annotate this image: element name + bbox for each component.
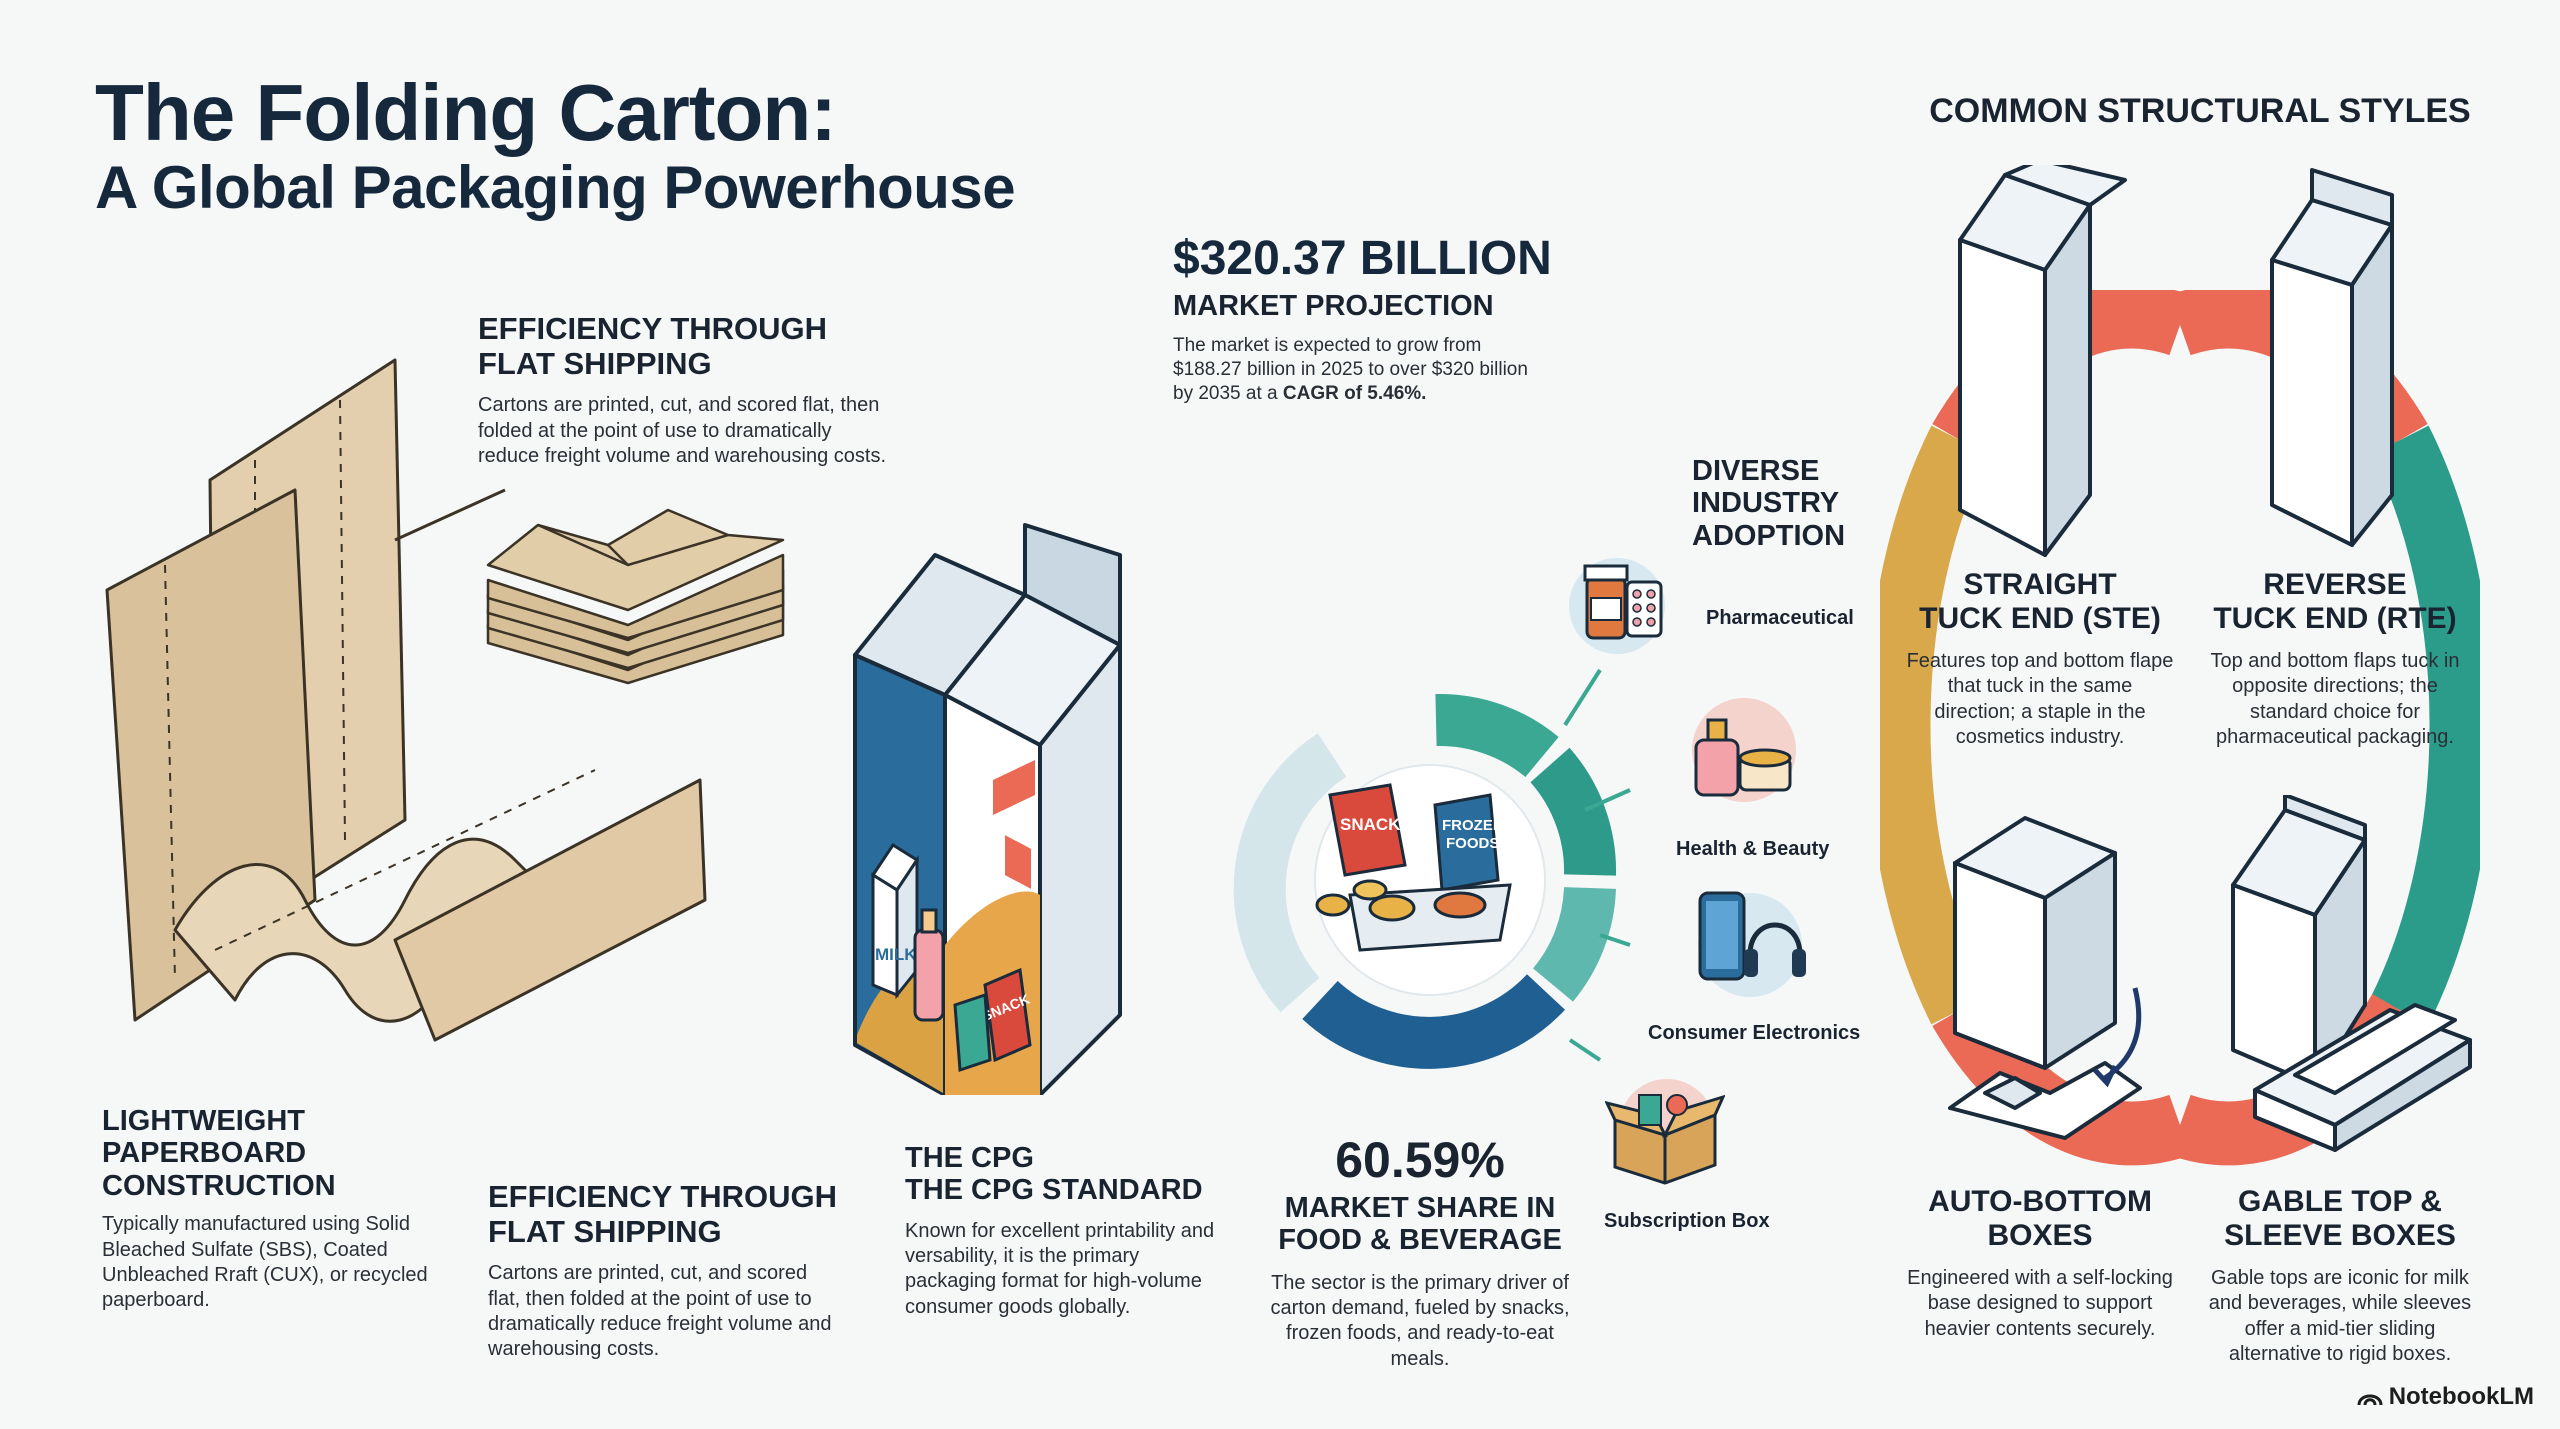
cpg-block: THE CPG THE CPG STANDARD Known for excel… — [905, 1142, 1225, 1320]
frozen-label-2: FOODS — [1446, 835, 1499, 852]
style-auto-bottom-name-1: AUTO-BOTTOM — [1928, 1185, 2152, 1218]
flat-shipping-top: EFFICIENCY THROUGH FLAT SHIPPING Cartons… — [478, 311, 898, 469]
lightweight-heading-1: LIGHTWEIGHT — [102, 1105, 305, 1137]
title-line-2: A Global Packaging Powerhouse — [95, 154, 1016, 222]
carton-illustration: MILK SNACK — [853, 523, 1122, 1095]
style-rte-text: Top and bottom flaps tuck in opposite di… — [2210, 650, 2460, 748]
market-share-block: 60.59% MARKET SHARE IN FOOD & BEVERAGE T… — [1270, 1132, 1570, 1372]
flat-shipping-bottom-heading-1: EFFICIENCY THROUGH — [488, 1179, 838, 1214]
industry-item-subscription-box: Subscription Box — [1604, 1210, 1770, 1232]
style-ste-name-1: STRAIGHT — [1963, 568, 2117, 601]
flat-shipping-bottom-heading-2: FLAT SHIPPING — [488, 1213, 722, 1249]
style-gable-name-1: GABLE TOP & — [2238, 1185, 2442, 1218]
style-rte-name-2: TUCK END (RTE) — [2213, 601, 2457, 635]
style-card-rte: REVERSE TUCK END (RTE) Top and bottom fl… — [2195, 568, 2475, 750]
flat-carton-stack — [486, 508, 785, 685]
cpg-heading-2: THE CPG STANDARD — [905, 1174, 1203, 1207]
style-card-gable: GABLE TOP & SLEEVE BOXES Gable tops are … — [2200, 1185, 2480, 1367]
pill-bottle-icon — [1569, 558, 1665, 654]
styles-heading: COMMON STRUCTURAL STYLES — [1929, 92, 2471, 130]
cpg-heading-1: THE CPG — [905, 1142, 1034, 1174]
flat-shipping-bottom-text: Cartons are printed, cut, and scored fla… — [488, 1262, 832, 1360]
brand-name: NotebookLM — [2388, 1383, 2534, 1410]
flat-shipping-top-heading-2: FLAT SHIPPING — [478, 345, 712, 381]
industry-donut: SNACKS FROZEN FOODS — [1233, 668, 1631, 1069]
market-share-label-1: MARKET SHARE IN — [1284, 1192, 1556, 1224]
perfume-icon — [1692, 698, 1796, 802]
lightweight-block: LIGHTWEIGHT PAPERBOARD CONSTRUCTION Typi… — [102, 1105, 432, 1313]
notebooklm-icon — [2357, 1394, 2383, 1406]
industry-heading-3: ADOPTION — [1692, 519, 1846, 552]
paperboard-illustration — [105, 358, 707, 1042]
page-title: The Folding Carton: A Global Packaging P… — [95, 68, 1016, 222]
market-share-text: The sector is the primary driver of cart… — [1270, 1271, 1570, 1370]
industry-item-consumer-electronics: Consumer Electronics — [1648, 1022, 1861, 1044]
style-gable-text: Gable tops are iconic for milk and bever… — [2208, 1267, 2472, 1365]
title-line-1: The Folding Carton: — [95, 68, 837, 157]
industry-item-pharmaceutical: Pharmaceutical — [1706, 607, 1854, 629]
market-text: The market is expected to grow from $188… — [1173, 335, 1528, 405]
market-label: MARKET PROJECTION — [1173, 289, 1494, 322]
straight-tuck-end-carton — [1958, 165, 2127, 557]
style-auto-bottom-name-2: BOXES — [1987, 1218, 2093, 1252]
cpg-text: Known for excellent printability and ver… — [905, 1219, 1215, 1318]
milk-label: MILK — [875, 945, 917, 964]
market-share-value: 60.59% — [1335, 1132, 1505, 1188]
industry-heading-1: DIVERSE — [1692, 455, 1820, 487]
industry-item-health-beauty: Health & Beauty — [1676, 838, 1830, 860]
style-ste-name-2: TUCK END (STE) — [1919, 601, 2161, 635]
flat-shipping-bottom: EFFICIENCY THROUGH FLAT SHIPPING Cartons… — [488, 1179, 838, 1362]
style-ste-text: Features top and bottom flape that tuck … — [1906, 650, 2174, 748]
lightweight-text: Typically manufactured using Solid Bleac… — [102, 1213, 428, 1311]
style-auto-bottom-text: Engineered with a self-locking base desi… — [1907, 1267, 2173, 1340]
snacks-label: SNACKS — [1340, 815, 1412, 834]
market-value: $320.37 BILLION — [1173, 232, 1552, 285]
style-rte-name-1: REVERSE — [2263, 568, 2407, 601]
market-share-label-2: FOOD & BEVERAGE — [1278, 1224, 1562, 1257]
market-cagr: CAGR of 5.46%. — [1282, 383, 1427, 405]
style-card-auto-bottom: AUTO-BOTTOM BOXES Engineered with a self… — [1905, 1185, 2175, 1342]
brand-logo: NotebookLM — [2357, 1383, 2534, 1411]
style-card-ste: STRAIGHT TUCK END (STE) Features top and… — [1905, 568, 2175, 750]
industry-heading: DIVERSE INDUSTRY ADOPTION — [1692, 455, 1845, 552]
frozen-label-1: FROZEN — [1442, 817, 1504, 834]
style-gable-name-2: SLEEVE BOXES — [2224, 1218, 2456, 1252]
lightweight-heading-2: PAPERBOARD — [102, 1137, 307, 1170]
market-projection: $320.37 BILLION MARKET PROJECTION The ma… — [1173, 232, 1553, 406]
industry-heading-2: INDUSTRY — [1692, 487, 1840, 520]
auto-bottom-box — [1948, 816, 2142, 1140]
phone-headphones-icon — [1698, 891, 1806, 997]
reverse-tuck-end-carton — [2270, 168, 2394, 547]
subscription-box-icon — [1605, 1079, 1725, 1185]
flat-shipping-top-text: Cartons are printed, cut, and scored fla… — [478, 394, 887, 467]
lightweight-heading-3: CONSTRUCTION — [102, 1169, 336, 1202]
gable-sleeve-box — [2231, 795, 2472, 1152]
flat-shipping-top-heading-1: EFFICIENCY THROUGH — [478, 311, 828, 346]
